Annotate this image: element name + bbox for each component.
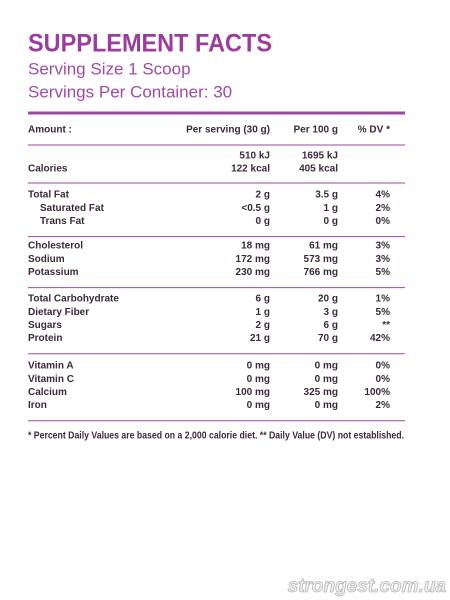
cell: Potassium — [28, 267, 79, 278]
footnote: * Percent Daily Values are based on a 2,… — [28, 431, 404, 442]
cell: 2 g — [256, 190, 270, 201]
cell: 0 mg — [247, 361, 270, 372]
cell: 0 mg — [247, 400, 270, 411]
cell: 70 g — [318, 333, 338, 344]
cell: 1695 kJ — [302, 151, 338, 162]
cell: Vitamin C — [28, 374, 74, 385]
cell: 325 mg — [304, 387, 338, 398]
cell: 0 g — [324, 216, 338, 227]
cell: % DV * — [358, 125, 390, 136]
cell: Dietary Fiber — [28, 307, 89, 318]
servings-per-container: Servings Per Container: 30 — [28, 82, 232, 101]
cell: Amount : — [28, 125, 72, 136]
cell: 3% — [376, 254, 391, 265]
cell: 4% — [376, 190, 391, 201]
cell: 0 mg — [315, 361, 338, 372]
cell: 0 mg — [315, 374, 338, 385]
cell: 2% — [376, 203, 391, 214]
cell: Iron — [28, 400, 47, 411]
watermark: strongest.com.ua — [288, 576, 447, 597]
cell: 573 mg — [304, 254, 338, 265]
cell: 42% — [370, 333, 390, 344]
cell: ** — [382, 320, 390, 331]
cell: 1 g — [256, 307, 270, 318]
cell: Saturated Fat — [40, 203, 105, 214]
cell: 1% — [376, 294, 391, 305]
cell: 5% — [376, 267, 391, 278]
cell: 1 g — [324, 203, 338, 214]
serving-size: Serving Size 1 Scoop — [28, 59, 191, 78]
cell: Per 100 g — [294, 125, 338, 136]
cell: 61 mg — [309, 241, 338, 252]
cell: 3.5 g — [315, 190, 338, 201]
cell: Total Carbohydrate — [28, 294, 119, 305]
cell: Sodium — [28, 254, 65, 265]
cell: 0% — [376, 361, 391, 372]
cell: 122 kcal — [231, 164, 270, 175]
cell: 3 g — [324, 307, 338, 318]
cell: 5% — [376, 307, 391, 318]
cell: 766 mg — [304, 267, 338, 278]
cell: 230 mg — [236, 267, 270, 278]
cell: <0.5 g — [241, 203, 270, 214]
cell: 0 mg — [315, 400, 338, 411]
cell: Trans Fat — [40, 216, 85, 227]
cell: 20 g — [318, 294, 338, 305]
cell: 6 g — [324, 320, 338, 331]
cell: 18 mg — [241, 241, 270, 252]
cell: 0 mg — [247, 374, 270, 385]
cell: 6 g — [256, 294, 270, 305]
cell: 405 kcal — [299, 164, 338, 175]
cell: Calcium — [28, 387, 67, 398]
cell: 2% — [376, 400, 391, 411]
cell: Calories — [28, 164, 68, 175]
cell: 0 g — [256, 216, 270, 227]
cell: Sugars — [28, 320, 62, 331]
cell: Cholesterol — [28, 241, 83, 252]
cell: 0% — [376, 216, 391, 227]
cell: 21 g — [250, 333, 270, 344]
cell: 510 kJ — [239, 151, 270, 162]
cell: Vitamin A — [28, 361, 74, 372]
cell: 3% — [376, 241, 391, 252]
title: SUPPLEMENT FACTS — [28, 30, 272, 58]
cell: 0% — [376, 374, 391, 385]
cell: Per serving (30 g) — [186, 125, 270, 136]
cell: 100 mg — [236, 387, 270, 398]
cell: 100% — [364, 387, 390, 398]
cell: Total Fat — [28, 190, 70, 201]
cell: 2 g — [256, 320, 270, 331]
cell: Protein — [28, 333, 62, 344]
cell: 172 mg — [236, 254, 270, 265]
